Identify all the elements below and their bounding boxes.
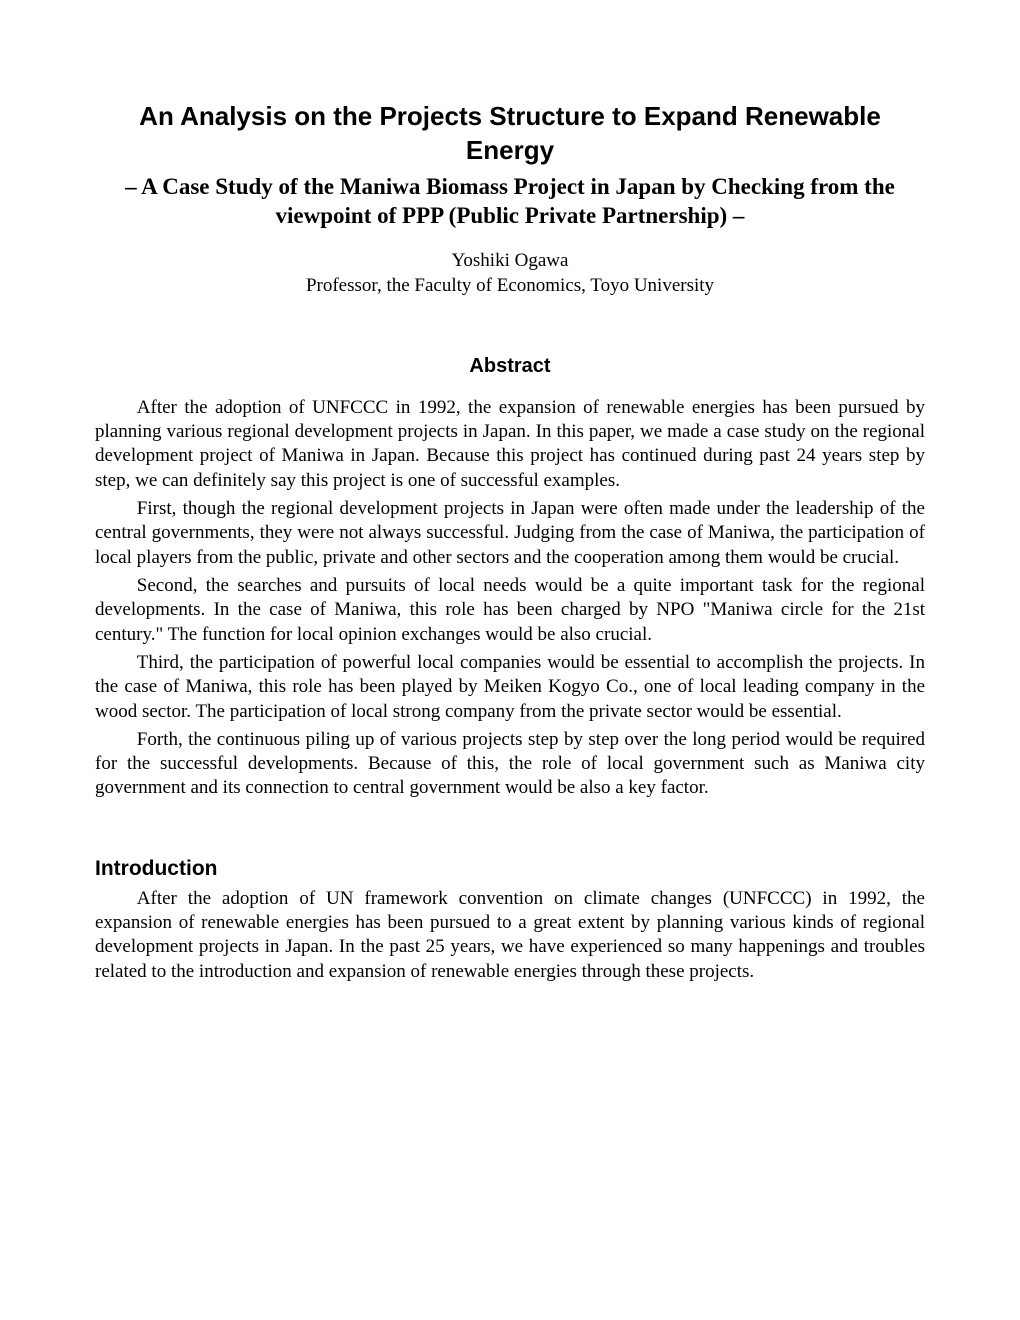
author-affiliation: Professor, the Faculty of Economics, Toy…	[95, 274, 925, 299]
abstract-heading: Abstract	[95, 355, 925, 378]
paper-title: An Analysis on the Projects Structure to…	[95, 100, 925, 168]
abstract-paragraph: After the adoption of UNFCCC in 1992, th…	[95, 396, 925, 493]
introduction-paragraph: After the adoption of UN framework conve…	[95, 887, 925, 984]
abstract-paragraph: First, though the regional development p…	[95, 497, 925, 570]
introduction-heading: Introduction	[95, 857, 925, 881]
introduction-block: After the adoption of UN framework conve…	[95, 887, 925, 984]
abstract-paragraph: Second, the searches and pursuits of loc…	[95, 574, 925, 647]
paper-subtitle: – A Case Study of the Maniwa Biomass Pro…	[95, 172, 925, 232]
abstract-block: After the adoption of UNFCCC in 1992, th…	[95, 396, 925, 801]
author-name: Yoshiki Ogawa	[95, 249, 925, 274]
abstract-paragraph: Third, the participation of powerful loc…	[95, 651, 925, 724]
abstract-paragraph: Forth, the continuous piling up of vario…	[95, 728, 925, 801]
